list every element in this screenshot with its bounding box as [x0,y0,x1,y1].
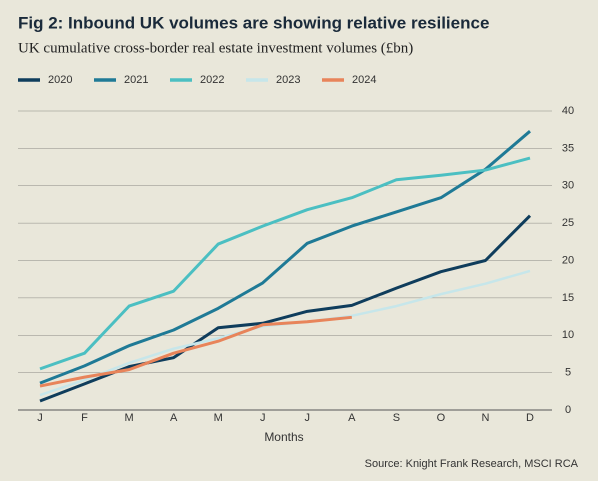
x-tick-label: A [170,412,178,424]
x-axis-label: Months [264,430,303,444]
line-series [39,269,531,397]
x-tick-label: F [81,412,88,424]
y-tick-label: 5 [565,367,571,379]
chart-subtitle: UK cumulative cross-border real estate i… [18,40,413,56]
y-tick-label: 25 [562,217,574,229]
y-tick-label: 20 [562,254,574,266]
x-tick-label: N [481,412,489,424]
legend-label: 2022 [200,74,224,86]
line-series [39,315,352,388]
line-series [39,156,531,371]
x-tick-label: S [393,412,400,424]
y-tick-label: 15 [562,292,574,304]
legend-label: 2023 [276,74,300,86]
y-tick-label: 35 [562,142,574,154]
x-tick-label: J [37,412,43,424]
x-tick-label: D [526,412,534,424]
y-tick-label: 40 [562,105,574,117]
x-tick-label: J [305,412,311,424]
source: Source: Knight Frank Research, MSCI RCA [365,458,579,470]
y-tick-label: 10 [562,329,574,341]
x-tick-label: A [348,412,356,424]
legend-label: 2020 [48,74,72,86]
x-tick-label: M [125,412,134,424]
line-series [39,130,531,385]
y-tick-label: 0 [565,404,571,416]
legend-label: 2021 [124,74,148,86]
legend-label: 2024 [352,74,376,86]
x-tick-label: O [437,412,446,424]
y-tick-label: 30 [562,180,574,192]
x-tick-label: J [260,412,266,424]
chart-title: Fig 2: Inbound UK volumes are showing re… [18,13,489,32]
x-tick-label: M [214,412,223,424]
